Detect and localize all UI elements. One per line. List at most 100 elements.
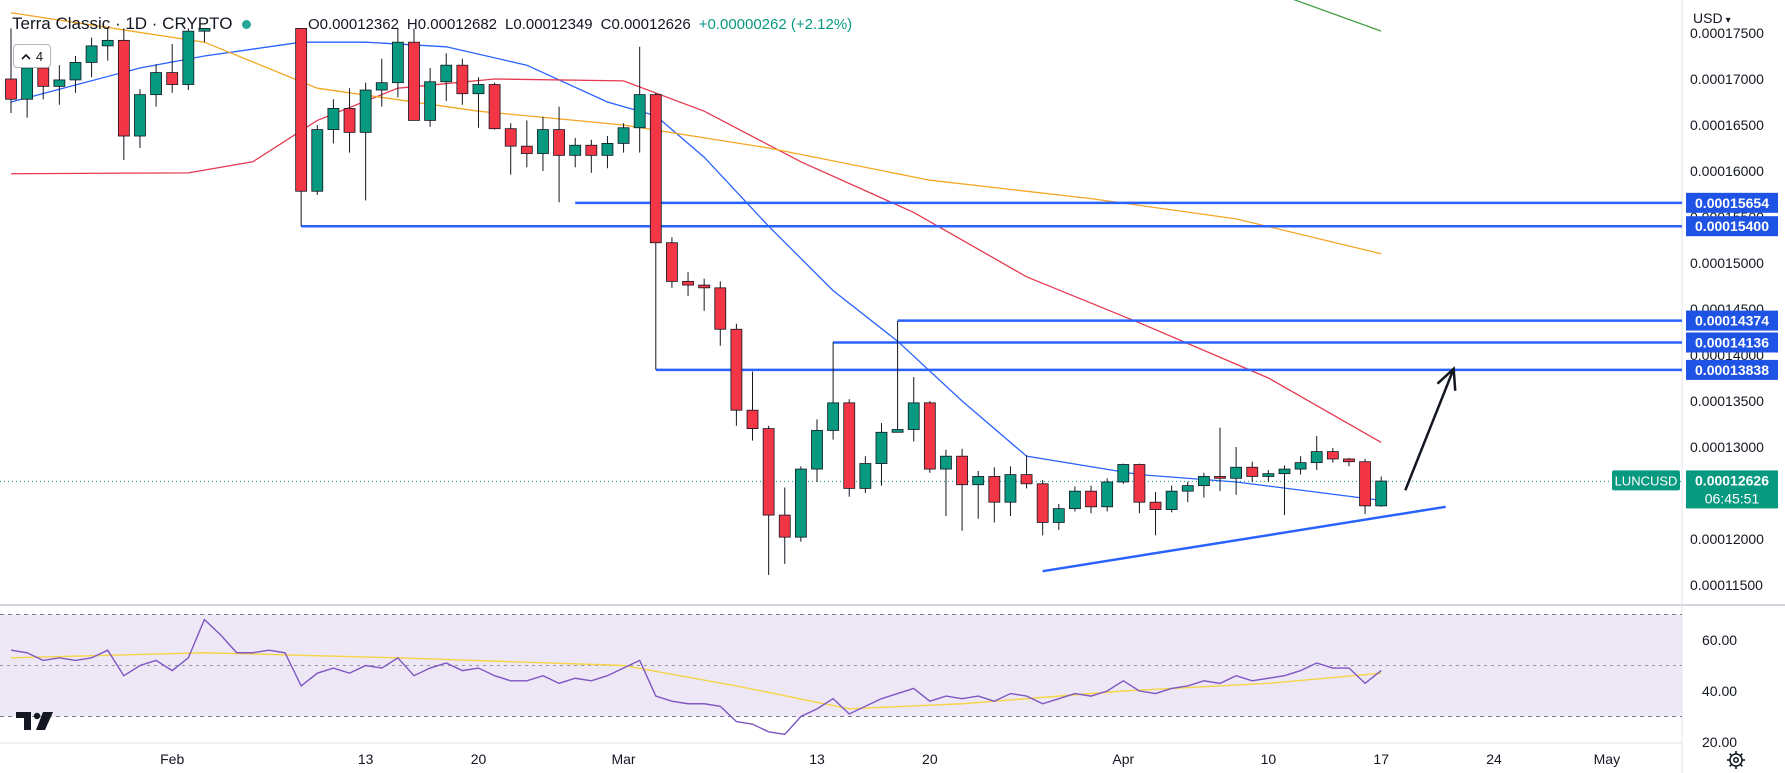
candle-body (166, 72, 179, 85)
candle-body (375, 82, 388, 91)
current-price-label (1686, 470, 1778, 509)
candle (1020, 455, 1033, 489)
candle-body (972, 476, 985, 486)
candle-body (827, 402, 840, 431)
candle-body (875, 431, 888, 464)
currency-label: USD (1693, 10, 1723, 26)
candle-body (891, 429, 904, 433)
candle-body (520, 145, 533, 154)
candle-body (134, 94, 146, 137)
settings-gear-icon[interactable] (1726, 750, 1746, 770)
candle (1101, 478, 1114, 512)
candle (617, 123, 630, 153)
candle (1262, 470, 1275, 482)
candle-body (617, 127, 630, 144)
candle (827, 342, 840, 440)
date-tick-label: 20 (922, 751, 938, 767)
candle (601, 136, 614, 169)
candle-body (1117, 464, 1130, 483)
bar-countdown-text: 06:45:51 (1705, 490, 1760, 506)
level-price-text: 0.00015400 (1695, 218, 1769, 234)
candle (1004, 466, 1017, 516)
moving-average-line (10, 78, 1382, 443)
candle (1052, 504, 1065, 530)
candle (1310, 435, 1323, 470)
candle-body (1278, 468, 1291, 475)
candle-body (649, 94, 662, 244)
price-tick-label: 0.00012000 (1690, 531, 1764, 547)
candle-body (553, 129, 565, 156)
candle (424, 67, 437, 127)
candle (553, 106, 565, 203)
candle (1036, 480, 1049, 536)
candle (875, 423, 888, 486)
candle-body (53, 79, 66, 87)
candle (1197, 472, 1210, 498)
candle-body (182, 30, 195, 85)
candle (956, 448, 968, 531)
candle (327, 99, 340, 144)
candle (69, 56, 82, 93)
candle (1359, 458, 1371, 515)
date-tick-label: Apr (1112, 751, 1134, 767)
candle-body (666, 242, 678, 282)
moving-average-line (1293, 0, 1382, 32)
candle-body (1375, 480, 1388, 507)
price-tick-label: 0.00013000 (1690, 439, 1764, 455)
candle (649, 92, 662, 370)
candle-body (1262, 473, 1275, 477)
candle (569, 137, 582, 168)
candle-body (843, 402, 856, 489)
candle (1246, 461, 1259, 482)
candle (1294, 456, 1307, 475)
level-price-text: 0.00014374 (1695, 313, 1769, 329)
candle-body (907, 402, 920, 430)
candle-body (1085, 490, 1097, 508)
moving-average-line (10, 12, 1382, 255)
date-tick-label: Mar (611, 751, 635, 767)
candle-body (1165, 490, 1178, 510)
symbol-price-tag-text: LUNCUSD (1615, 473, 1678, 488)
candle (923, 401, 936, 473)
candle (408, 28, 420, 121)
rsi-tick-label: 40.00 (1702, 683, 1737, 699)
candle (940, 449, 952, 516)
candle (891, 320, 904, 433)
candle-body (923, 402, 936, 470)
support-trendline[interactable] (1042, 505, 1446, 573)
candle (537, 116, 549, 171)
date-tick-label: 17 (1373, 751, 1389, 767)
price-tick-label: 0.00016000 (1690, 163, 1764, 179)
tradingview-logo-icon[interactable] (16, 712, 54, 730)
candle (101, 28, 114, 61)
candle-body (1052, 508, 1065, 523)
currency-selector[interactable]: USD ▾ (1693, 10, 1731, 26)
candle (295, 27, 308, 227)
candle-body (327, 108, 340, 131)
symbol-title[interactable]: Terra Classic · 1D · CRYPTO (12, 14, 259, 34)
candle (1230, 447, 1243, 495)
candle (1326, 447, 1339, 463)
candle-body (472, 84, 485, 95)
rsi-tick-label: 20.00 (1702, 734, 1737, 750)
market-status-icon (242, 19, 252, 29)
candle (585, 139, 598, 173)
candle (859, 456, 872, 493)
current-price-text: 0.00012626 (1695, 472, 1769, 488)
candle (53, 65, 66, 105)
rsi-line (10, 618, 1382, 736)
candle-body (456, 64, 469, 95)
candle-body (698, 284, 711, 289)
price-tick-label: 0.00016500 (1690, 117, 1764, 133)
candle-body (940, 455, 952, 470)
projection-arrow[interactable] (1404, 368, 1455, 491)
indicators-toggle-button[interactable]: 4 (13, 44, 51, 68)
candle-body (21, 67, 34, 100)
price-tick-label: 0.00017500 (1690, 25, 1764, 41)
candle-body (811, 430, 823, 470)
candle (117, 28, 130, 160)
candle (972, 470, 985, 519)
candle (343, 88, 356, 153)
candle (85, 37, 98, 78)
